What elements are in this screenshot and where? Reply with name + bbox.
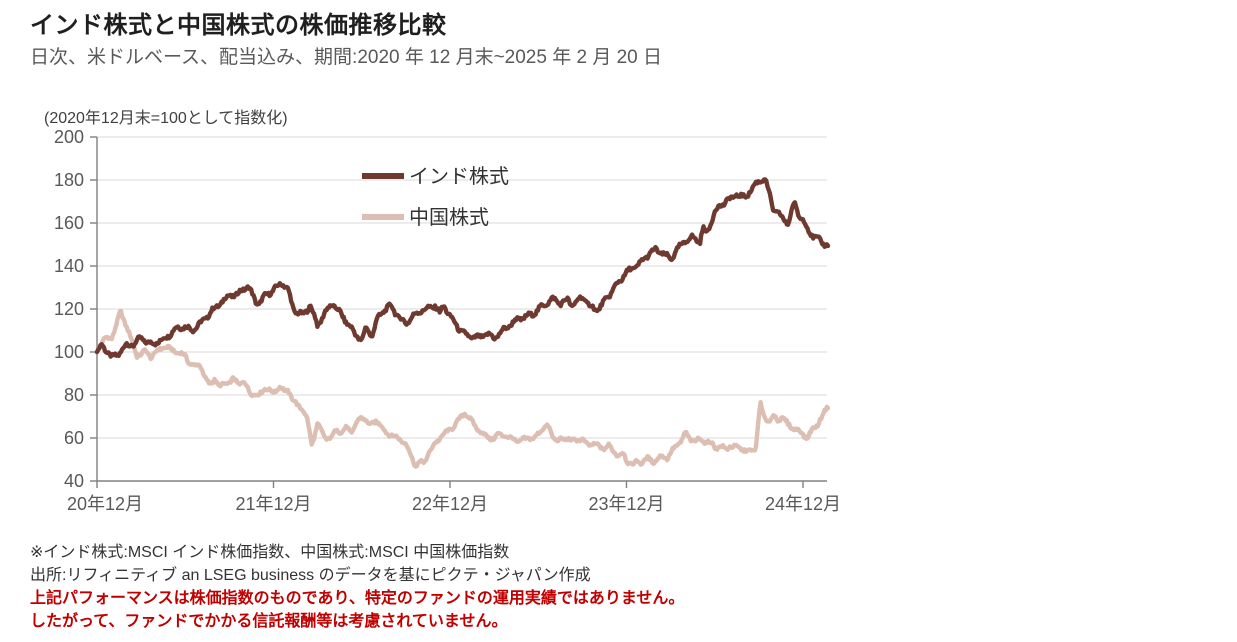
footnote-warning-2: したがって、ファンドでかかる信託報酬等は考慮されていません。 [30, 613, 508, 630]
footnote-source: 出所:リフィニティブ an LSEG business のデータを基にピクテ・ジ… [30, 567, 591, 584]
footnote-index-definition: ※インド株式:MSCI インド株価指数、中国株式:MSCI 中国株価指数 [30, 544, 510, 561]
chart-subtitle: 日次、米ドルベース、配当込み、期間:2020 年 12 月末~2025 年 2 … [30, 47, 663, 68]
x-tick-dec23: 23年12月 [588, 494, 664, 514]
footnote-warning-1: 上記パフォーマンスは株価指数のものであり、特定のファンドの運用実績ではありません… [30, 590, 685, 607]
y-tick-60: 60 [64, 428, 84, 448]
y-axis-ticks [90, 136, 97, 482]
y-tick-140: 140 [54, 256, 84, 276]
x-tick-dec21: 21年12月 [235, 494, 311, 514]
page-title: インド株式と中国株式の株価推移比較 [30, 12, 447, 39]
x-axis-ticks [96, 481, 804, 488]
y-axis-unit-label: (2020年12月末=100として指数化) [44, 110, 288, 127]
series-china-line [94, 308, 831, 469]
legend-label-india: インド株式 [409, 165, 509, 188]
y-axis-labels: 200 180 160 140 120 100 80 60 40 [54, 127, 84, 491]
y-tick-120: 120 [54, 299, 84, 319]
y-tick-200: 200 [54, 127, 84, 147]
x-tick-dec24: 24年12月 [765, 494, 841, 514]
gridlines [97, 136, 827, 439]
legend-label-china: 中国株式 [409, 206, 489, 229]
y-tick-40: 40 [64, 471, 84, 491]
x-tick-dec20: 20年12月 [67, 494, 143, 514]
y-tick-160: 160 [54, 213, 84, 233]
x-tick-dec22: 22年12月 [412, 494, 488, 514]
y-tick-100: 100 [54, 342, 84, 362]
footnotes: ※インド株式:MSCI インド株価指数、中国株式:MSCI 中国株価指数 出所:… [30, 541, 684, 633]
chart-legend: インド株式 中国株式 [362, 165, 509, 229]
y-tick-80: 80 [64, 385, 84, 405]
series-india-line [94, 177, 831, 359]
y-tick-180: 180 [54, 170, 84, 190]
x-axis-labels: 20年12月 21年12月 22年12月 23年12月 24年12月 [67, 494, 841, 514]
